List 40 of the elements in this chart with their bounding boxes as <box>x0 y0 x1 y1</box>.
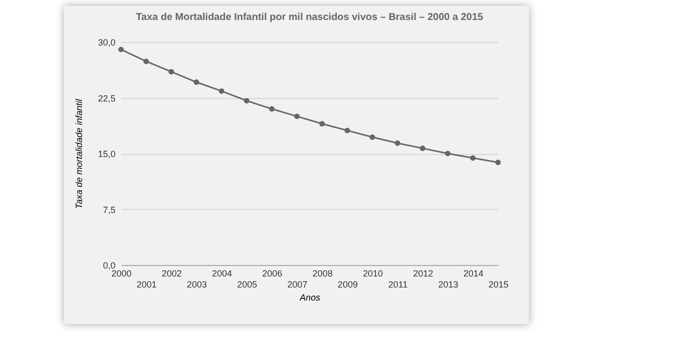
y-tick-label: 0,0 <box>102 260 116 270</box>
point <box>168 69 174 74</box>
point <box>319 121 325 126</box>
point <box>394 140 400 146</box>
x-tick-label: 2003 <box>186 280 207 290</box>
x-axis-title: Anos <box>298 292 321 302</box>
y-tick-label: 15,0 <box>98 149 116 159</box>
point <box>244 98 250 104</box>
point <box>370 134 376 140</box>
x-tick-label: 2000 <box>111 268 132 278</box>
point <box>194 79 200 85</box>
x-tick-label: 2015 <box>488 280 509 290</box>
point <box>420 146 426 152</box>
point <box>444 150 450 156</box>
point <box>294 114 300 120</box>
chart-title: Taxa de Mortalidade Infantil por mil nascidos vivos – Brasil – 2000 a 2015 <box>136 12 484 23</box>
y-tick-label: 22,5 <box>98 93 116 104</box>
x-tick-label: 2013 <box>438 280 458 290</box>
point <box>269 106 275 112</box>
point <box>218 88 224 94</box>
x-tick-label: 2012 <box>413 268 434 278</box>
x-tick-label: 2011 <box>388 280 408 290</box>
point <box>495 160 501 166</box>
point <box>118 46 124 52</box>
x-tick-label: 2008 <box>312 268 333 278</box>
x-tick-label: 2002 <box>162 268 182 278</box>
x-tick-label: 2004 <box>212 268 232 278</box>
x-tick-label: 2014 <box>463 268 484 278</box>
x-tick-label: 2001 <box>136 280 157 290</box>
x-tick-label: 2009 <box>338 280 358 290</box>
point <box>344 128 350 134</box>
point <box>143 58 149 64</box>
point <box>470 155 476 161</box>
y-tick-label: 7,5 <box>102 204 116 215</box>
y-tick-label: 30,0 <box>98 38 116 48</box>
y-axis-title: Taxa de mortalidade infantil <box>74 98 84 209</box>
x-tick-label: 2005 <box>237 280 258 290</box>
x-tick-label: 2010 <box>362 268 383 278</box>
x-tick-label: 2007 <box>287 280 308 290</box>
x-tick-label: 2006 <box>262 268 282 278</box>
